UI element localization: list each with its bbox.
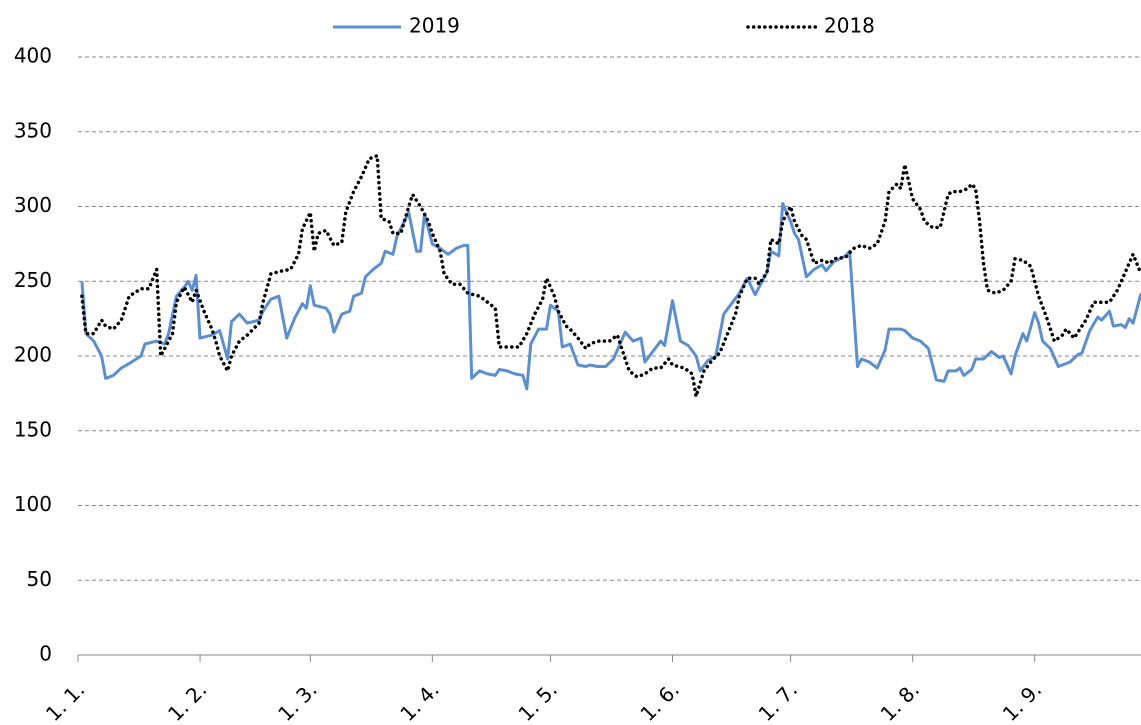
x-tick-label: 1. 1.	[41, 677, 89, 725]
x-tick-label: 1. 8.	[876, 677, 924, 725]
y-tick-label: 50	[27, 567, 52, 591]
y-tick-label: 350	[14, 118, 52, 142]
y-tick-label: 100	[14, 492, 52, 516]
x-tick-label: 1. 5.	[513, 677, 561, 725]
x-tick-label: 1. 7.	[754, 677, 802, 725]
x-tick-label: 1. 3.	[273, 677, 321, 725]
y-tick-label: 200	[14, 343, 52, 367]
x-tick-label: 1. 9.	[998, 677, 1046, 725]
legend-label: 2019	[409, 14, 460, 38]
series-line	[80, 202, 1141, 391]
y-tick-label: 300	[14, 193, 52, 217]
y-tick-label: 150	[14, 417, 52, 441]
y-tick-label: 0	[39, 642, 52, 666]
y-tick-label: 250	[14, 268, 52, 292]
y-tick-label: 400	[14, 44, 52, 68]
x-tick-label: 1. 4.	[395, 677, 443, 725]
x-tick-label: 1. 6.	[635, 677, 683, 725]
legend-label: 2018	[824, 14, 875, 38]
series-line	[80, 153, 1141, 399]
x-tick-label: 1. 2.	[163, 677, 211, 725]
